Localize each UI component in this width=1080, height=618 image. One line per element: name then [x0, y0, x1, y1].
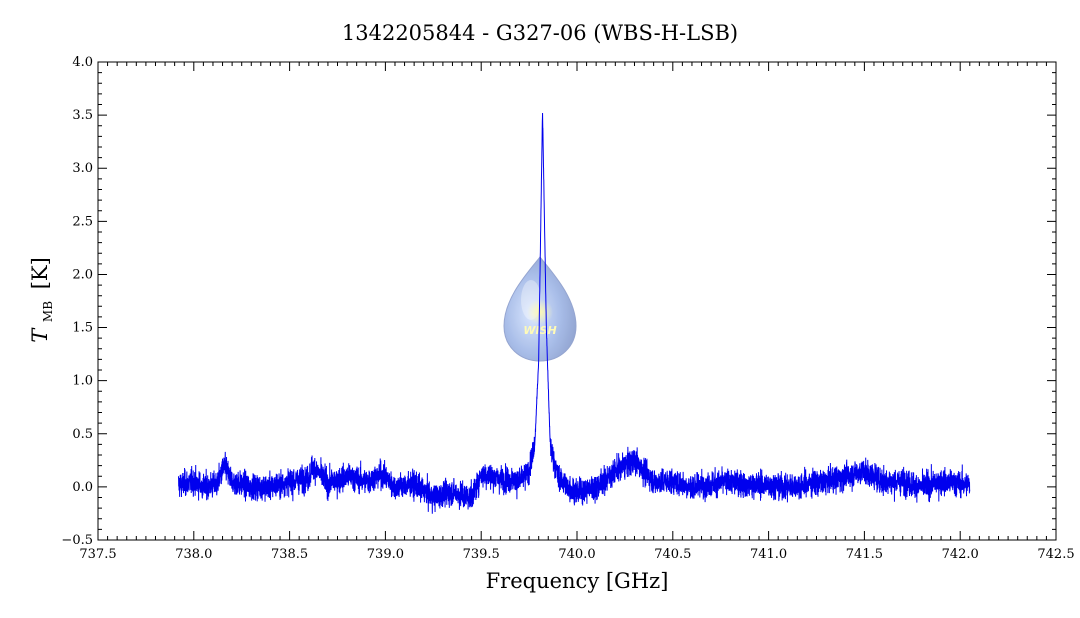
- y-tick-label: 3.0: [72, 161, 93, 176]
- tick-mark: [97, 61, 1057, 541]
- spectrum-line: [177, 113, 971, 514]
- y-axis-label-unit: [K]: [28, 257, 52, 289]
- y-tick-label: 2.5: [72, 214, 93, 229]
- y-tick-label: 3.5: [72, 108, 93, 123]
- x-tick-label: 742.0: [942, 547, 979, 562]
- svg-text:WISH: WISH: [523, 324, 556, 337]
- tick-marks: [97, 61, 1057, 541]
- x-tick-label: 741.5: [846, 547, 883, 562]
- chart-title: 1342205844 - G327-06 (WBS-H-LSB): [342, 21, 738, 45]
- y-axis-label: T MB [K]: [28, 257, 57, 343]
- x-tick-label: 740.0: [558, 547, 595, 562]
- x-tick-label: 740.5: [654, 547, 691, 562]
- wish-logo-icon: WISH: [503, 256, 577, 362]
- y-tick-labels: −0.5 0.0 0.5 1.0 1.5 2.0 2.5 3.0 3.5 4.0: [61, 55, 93, 548]
- y-axis-label-sub: MB: [41, 301, 55, 322]
- x-axis-label: Frequency [GHz]: [486, 569, 669, 593]
- y-tick-label: 4.0: [72, 55, 93, 70]
- y-tick-label: −0.5: [61, 533, 93, 548]
- plot-frame: [97, 61, 1057, 541]
- y-tick-label: 2.0: [72, 267, 93, 282]
- x-tick-label: 738.0: [175, 547, 212, 562]
- x-tick-label: 738.5: [271, 547, 308, 562]
- y-tick-label: 1.5: [72, 321, 93, 336]
- y-tick-label: 0.5: [72, 427, 93, 442]
- x-tick-label: 739.0: [367, 547, 404, 562]
- y-axis-label-main: T: [28, 327, 52, 343]
- x-tick-label: 737.5: [79, 547, 116, 562]
- y-tick-label: 0.0: [72, 480, 93, 495]
- y-tick-label: 1.0: [72, 374, 93, 389]
- x-tick-label: 739.5: [463, 547, 500, 562]
- x-tick-label: 741.0: [750, 547, 787, 562]
- x-tick-label: 742.5: [1037, 547, 1074, 562]
- x-tick-labels: 737.5 738.0 738.5 739.0 739.5 740.0 740.5 741.0…: [79, 547, 1074, 562]
